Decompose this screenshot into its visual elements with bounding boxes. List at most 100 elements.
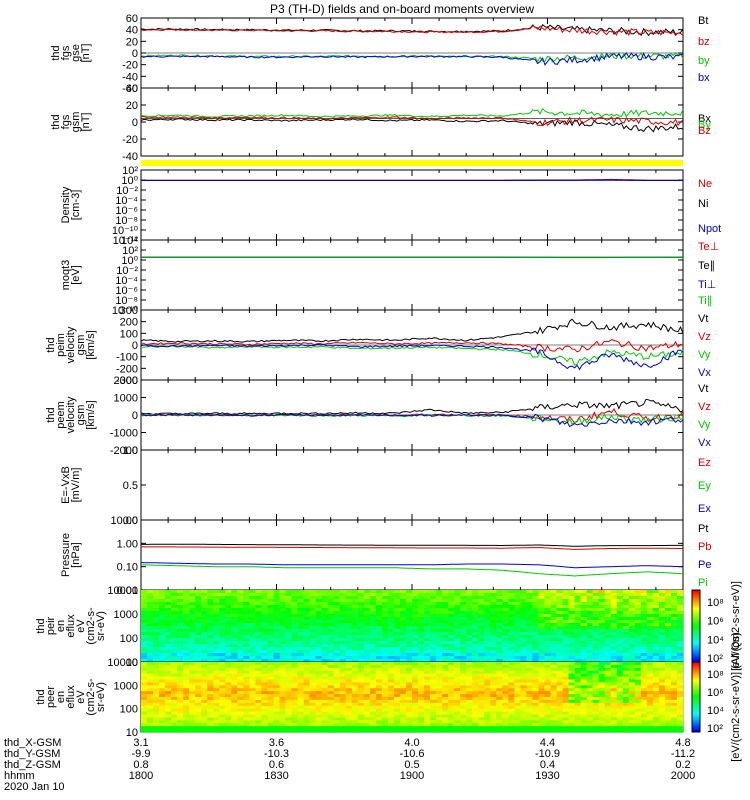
- heatmap-cell: [430, 673, 437, 677]
- y-tick-label: 10: [126, 657, 138, 669]
- heatmap-cell: [550, 705, 557, 709]
- heatmap-cell: [159, 650, 166, 654]
- heatmap-cell: [333, 620, 341, 624]
- heatmap-cell: [249, 723, 256, 727]
- heatmap-cell: [562, 708, 569, 712]
- heatmap-cell: [387, 702, 395, 707]
- heatmap-cell: [303, 723, 310, 727]
- heatmap-cell: [466, 638, 473, 642]
- heatmap-cell: [387, 711, 395, 715]
- heatmap-cell: [369, 705, 377, 709]
- heatmap-cell: [454, 629, 461, 633]
- heatmap-cell: [147, 702, 154, 707]
- heatmap-cell: [177, 714, 184, 718]
- heatmap-cell: [472, 623, 479, 627]
- heatmap-cell: [165, 590, 172, 594]
- heatmap-cell: [201, 644, 208, 648]
- heatmap-cell: [514, 711, 521, 715]
- heatmap-cell: [267, 697, 274, 701]
- heatmap-cell: [225, 650, 232, 654]
- heatmap-cell: [393, 635, 401, 639]
- heatmap-cell: [333, 702, 341, 707]
- heatmap-cell: [568, 659, 575, 663]
- heatmap-cell: [237, 659, 244, 663]
- heatmap-cell: [634, 714, 642, 718]
- heatmap-cell: [345, 647, 353, 651]
- heatmap-cell: [333, 593, 341, 597]
- heatmap-cell: [412, 626, 419, 630]
- heatmap-cell: [424, 602, 431, 606]
- heatmap-cell: [345, 688, 353, 692]
- heatmap-cell: [562, 664, 569, 669]
- heatmap-cell: [616, 656, 624, 660]
- heatmap-cell: [670, 638, 678, 642]
- heatmap-cell: [544, 699, 551, 704]
- heatmap-cell: [586, 647, 593, 651]
- heatmap-cell: [544, 694, 551, 698]
- heatmap-cell: [556, 599, 563, 603]
- heatmap-cell: [640, 717, 648, 721]
- y-tick-label: 20: [126, 36, 138, 48]
- heatmap-cell: [496, 723, 503, 727]
- heatmap-cell: [309, 676, 316, 680]
- heatmap-cell: [255, 626, 262, 630]
- heatmap-cell: [460, 717, 467, 721]
- heatmap-cell: [478, 676, 485, 680]
- heatmap-cell: [658, 629, 666, 633]
- heatmap-cell: [147, 711, 154, 715]
- heatmap-cell: [327, 708, 335, 712]
- heatmap-cell: [309, 711, 316, 715]
- heatmap-cell: [628, 729, 636, 733]
- y-axis-label: thd: [45, 407, 57, 422]
- heatmap-cell: [580, 641, 587, 645]
- heatmap-cell: [646, 697, 654, 701]
- heatmap-cell: [538, 723, 545, 727]
- y-tick-label: -40: [122, 71, 138, 83]
- heatmap-cell: [412, 720, 419, 724]
- heatmap-cell: [357, 620, 365, 624]
- heatmap-cell: [207, 644, 214, 648]
- heatmap-cell: [279, 608, 286, 612]
- heatmap-cell: [520, 676, 527, 680]
- heatmap-cell: [418, 697, 425, 701]
- heatmap-cell: [436, 702, 443, 707]
- heatmap-cell: [243, 702, 250, 707]
- heatmap-cell: [640, 656, 648, 660]
- heatmap-cell: [580, 708, 587, 712]
- heatmap-cell: [448, 638, 455, 642]
- heatmap-cell: [333, 676, 341, 680]
- heatmap-cell: [436, 590, 443, 594]
- heatmap-cell: [153, 691, 160, 695]
- heatmap-cell: [189, 673, 196, 677]
- heatmap-cell: [544, 617, 551, 621]
- heatmap-cell: [159, 720, 166, 724]
- heatmap-cell: [424, 623, 431, 627]
- heatmap-cell: [249, 614, 256, 618]
- heatmap-cell: [616, 667, 624, 672]
- heatmap-cell: [592, 705, 599, 709]
- heatmap-cell: [514, 632, 521, 636]
- heatmap-cell: [610, 608, 618, 612]
- heatmap-cell: [646, 726, 654, 730]
- heatmap-cell: [249, 626, 256, 630]
- heatmap-cell: [147, 726, 154, 730]
- colorbar-cell: [692, 654, 700, 657]
- heatmap-cell: [586, 714, 593, 718]
- heatmap-cell: [303, 705, 310, 709]
- heatmap-cell: [646, 590, 654, 594]
- heatmap-cell: [321, 656, 328, 660]
- heatmap-cell: [267, 705, 274, 709]
- heatmap-cell: [381, 593, 389, 597]
- heatmap-cell: [261, 664, 268, 669]
- heatmap-cell: [147, 720, 154, 724]
- heatmap-cell: [616, 694, 624, 698]
- heatmap-cell: [351, 620, 359, 624]
- heatmap-cell: [159, 602, 166, 606]
- heatmap-cell: [309, 702, 316, 707]
- heatmap-cell: [424, 662, 431, 666]
- heatmap-cell: [460, 593, 467, 597]
- heatmap-cell: [195, 697, 202, 701]
- heatmap-cell: [568, 673, 575, 677]
- heatmap-cell: [424, 726, 431, 730]
- heatmap-cell: [520, 662, 527, 666]
